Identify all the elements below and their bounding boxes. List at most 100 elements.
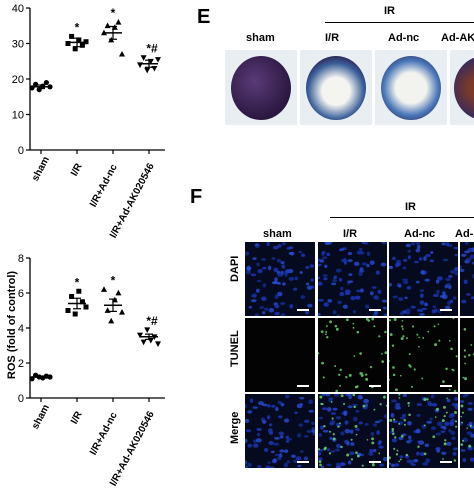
tunel-positive-cell: [365, 377, 369, 381]
nucleus: [378, 463, 385, 467]
nucleus: [466, 257, 472, 262]
tunel-positive-cell: [389, 378, 391, 381]
nucleus: [356, 289, 361, 293]
nucleus: [306, 429, 312, 434]
nucleus: [267, 404, 271, 408]
nucleus: [349, 429, 354, 434]
nucleus: [446, 398, 451, 403]
tunel-positive-cell: [408, 353, 411, 356]
tunel-positive-cell: [335, 389, 338, 392]
merge-micrograph-0: [245, 394, 315, 468]
nucleus: [415, 248, 421, 253]
nucleus: [274, 294, 279, 299]
nucleus: [278, 453, 283, 458]
nucleus: [382, 306, 387, 310]
nucleus: [389, 265, 393, 269]
tunel-positive-cell: [395, 453, 399, 456]
y-tick-label: 30: [12, 39, 24, 51]
nucleus: [329, 437, 333, 440]
tunel-positive-cell: [350, 438, 353, 441]
tunel-positive-cell: [334, 324, 338, 328]
nucleus: [373, 423, 378, 427]
nucleus: [347, 252, 353, 256]
nucleus: [308, 409, 314, 413]
tunel-positive-cell: [340, 445, 343, 449]
tunel-positive-cell: [418, 345, 420, 348]
data-point: [72, 311, 78, 317]
tunel-positive-cell: [378, 335, 381, 338]
nucleus: [245, 418, 250, 424]
nucleus: [357, 394, 363, 400]
tunel-positive-cell: [325, 325, 328, 327]
micrograph-background: [389, 318, 458, 392]
tunel-positive-cell: [398, 422, 401, 425]
nucleus: [279, 435, 284, 439]
nucleus: [264, 447, 269, 452]
tunel-positive-cell: [359, 352, 362, 355]
nucleus: [377, 441, 381, 446]
row-label-tunel: TUNEL: [229, 330, 241, 367]
tunel-positive-cell: [410, 385, 414, 388]
nucleus: [448, 428, 452, 433]
tunel-positive-cell: [427, 330, 430, 333]
tunel-positive-cell: [389, 360, 390, 362]
nucleus: [410, 463, 417, 466]
nucleus: [383, 242, 387, 245]
tunel-positive-cell: [352, 394, 356, 397]
nucleus: [310, 278, 314, 282]
nucleus: [415, 428, 421, 434]
tunel-positive-cell: [384, 351, 387, 355]
tunel-positive-cell: [423, 424, 426, 427]
tunel-positive-cell: [399, 458, 402, 461]
tunel-positive-cell: [453, 459, 457, 462]
nucleus: [405, 243, 411, 248]
nucleus: [261, 420, 267, 424]
nucleus: [352, 310, 357, 314]
nucleus: [373, 310, 379, 315]
tunel-positive-cell: [389, 319, 392, 322]
micrograph-background: [460, 318, 474, 392]
tunel-positive-cell: [453, 389, 457, 392]
nucleus: [321, 394, 326, 397]
nucleus: [425, 254, 431, 258]
nucleus: [256, 262, 260, 267]
tunel-positive-cell: [366, 438, 369, 441]
tunel-positive-cell: [324, 446, 327, 450]
nucleus: [424, 278, 430, 282]
nucleus: [268, 440, 274, 446]
tunel-positive-cell: [462, 439, 465, 442]
nucleus: [369, 291, 374, 296]
nucleus: [411, 242, 415, 246]
nucleus: [375, 270, 380, 275]
nucleus: [407, 421, 412, 426]
scale-bar: [297, 385, 309, 387]
tunel-positive-cell: [371, 318, 375, 321]
tunel-positive-cell: [463, 355, 467, 358]
nucleus: [419, 289, 425, 292]
nucleus: [360, 288, 364, 293]
tunel-positive-cell: [402, 335, 405, 338]
nucleus: [446, 441, 452, 446]
nucleus: [352, 403, 358, 407]
nucleus: [247, 443, 253, 448]
tunel-positive-cell: [463, 328, 467, 331]
tunel-positive-cell: [462, 376, 465, 379]
nucleus: [335, 415, 342, 420]
nucleus: [267, 461, 271, 464]
tunel-positive-cell: [411, 325, 415, 328]
nucleus: [350, 296, 356, 301]
tunel-positive-cell: [448, 388, 451, 391]
nucleus: [250, 299, 257, 303]
nucleus: [344, 292, 351, 296]
nucleus: [413, 458, 419, 463]
nucleus: [279, 449, 285, 453]
tunel-positive-cell: [442, 380, 445, 383]
y-tick-label: 0: [18, 393, 24, 405]
nucleus: [255, 243, 259, 246]
nucleus: [460, 268, 465, 272]
tunel-micrograph-1: [318, 318, 387, 392]
nucleus: [332, 407, 338, 411]
nucleus: [326, 407, 332, 412]
nucleus: [348, 273, 353, 276]
nucleus: [340, 286, 344, 291]
